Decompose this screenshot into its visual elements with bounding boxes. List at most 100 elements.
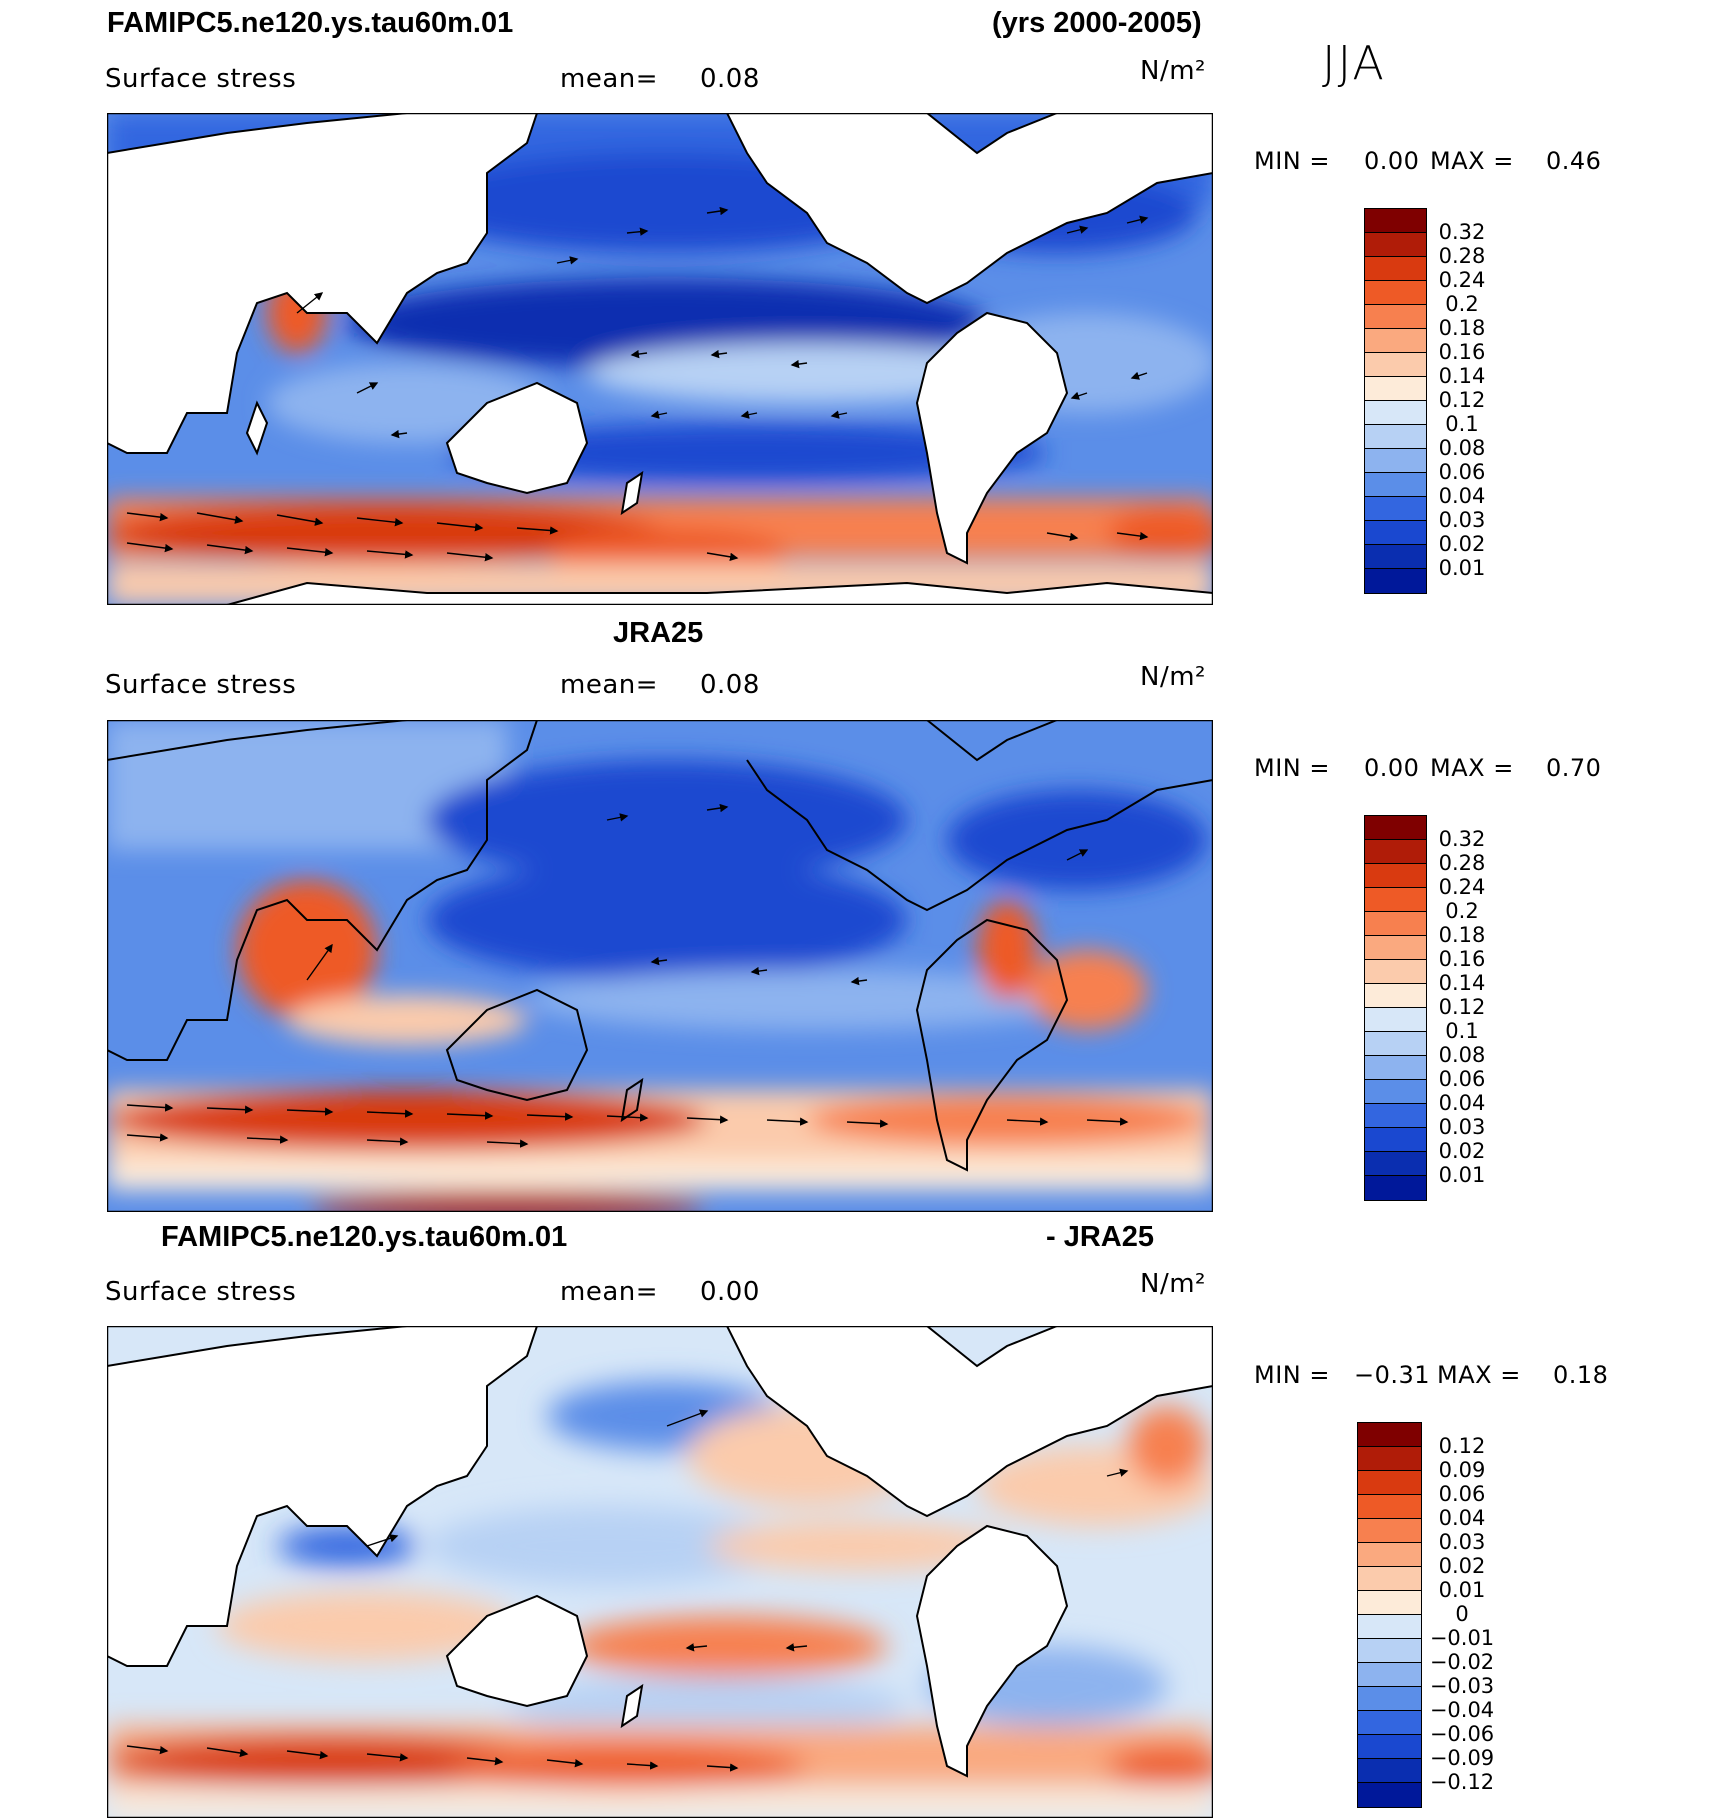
panel2-colorbar-swatch — [1365, 1056, 1426, 1080]
panel2-colorbar-swatch — [1365, 912, 1426, 936]
panel3-units: N/m² — [1140, 1269, 1206, 1299]
panel3-colorbar-tick-label: −0.04 — [1429, 1698, 1495, 1722]
season-label: JJA — [1322, 36, 1386, 90]
panel3-colorbar-swatch — [1358, 1687, 1421, 1711]
panel1-min-label: MIN = — [1254, 147, 1330, 175]
panel3-colorbar-tick-label: −0.06 — [1429, 1722, 1495, 1746]
panel3-colorbar-tick-label: −0.01 — [1429, 1626, 1495, 1650]
panel2-colorbar-swatch — [1365, 888, 1426, 912]
panel2-min-value: 0.00 — [1364, 754, 1420, 782]
panel1-colorbar-swatch — [1365, 305, 1426, 329]
panel2-colorbar-tick-label: 0.14 — [1438, 971, 1486, 995]
panel3-colorbar-swatch — [1358, 1567, 1421, 1591]
panel3-title-left: FAMIPC5.ne120.ys.tau60m.01 — [161, 1221, 568, 1253]
panel2-colorbar-swatch — [1365, 960, 1426, 984]
panel1-colorbar-swatch — [1365, 425, 1426, 449]
panel1-colorbar-tick-label: 0.06 — [1438, 460, 1486, 484]
panel1-colorbar-tick-label: 0.14 — [1438, 364, 1486, 388]
panel2-colorbar-tick-label: 0.24 — [1438, 875, 1486, 899]
panel1-colorbar-tick-label: 0.03 — [1438, 508, 1486, 532]
panel3-variable: Surface stress — [105, 1277, 297, 1307]
panel3-colorbar-swatch — [1358, 1543, 1421, 1567]
panel1-colorbar-tick-label: 0.12 — [1438, 388, 1486, 412]
panel1-colorbar-tick-label: 0.2 — [1445, 292, 1479, 316]
panel1-map-svg — [107, 113, 1213, 605]
panel3-colorbar-swatch — [1358, 1519, 1421, 1543]
panel1-colorbar-tick-label: 0.01 — [1438, 556, 1486, 580]
panel3-colorbar-swatch — [1358, 1615, 1421, 1639]
model-title: FAMIPC5.ne120.ys.tau60m.01 — [107, 7, 514, 39]
panel1-colorbar-tick-label: 0.16 — [1438, 340, 1486, 364]
panel1-colorbar-swatch — [1365, 281, 1426, 305]
panel3-max-label: MAX = — [1437, 1361, 1521, 1389]
panel2-units: N/m² — [1140, 662, 1206, 692]
panel2-colorbar-tick-label: 0.28 — [1438, 851, 1486, 875]
panel1-colorbar-swatch — [1365, 377, 1426, 401]
panel2-colorbar-tick-label: 0.08 — [1438, 1043, 1486, 1067]
panel2-colorbar-swatch — [1365, 1128, 1426, 1152]
panel2-colorbar-swatch — [1365, 1152, 1426, 1176]
panel1-colorbar-swatch — [1365, 449, 1426, 473]
panel3-colorbar-tick-label: 0.12 — [1438, 1434, 1486, 1458]
panel3-mean-label: mean= — [560, 1277, 659, 1307]
panel2-colorbar-swatch — [1365, 816, 1426, 840]
panel1-colorbar-swatch — [1365, 473, 1426, 497]
panel1-colorbar-swatch — [1365, 497, 1426, 521]
panel2-colorbar-tick-label: 0.18 — [1438, 923, 1486, 947]
panel2-colorbar-swatch — [1365, 1080, 1426, 1104]
panel2-colorbar-tick-label: 0.03 — [1438, 1115, 1486, 1139]
panel1-colorbar-tick-label: 0.04 — [1438, 484, 1486, 508]
panel3-mean-value: 0.00 — [700, 1277, 760, 1307]
panel3-colorbar-tick-label: 0.02 — [1438, 1554, 1486, 1578]
panel1-map — [107, 113, 1213, 605]
panel3-colorbar-swatch — [1358, 1423, 1421, 1447]
panel3-colorbar-swatch — [1358, 1495, 1421, 1519]
panel2-mean-label: mean= — [560, 670, 659, 700]
panel3-colorbar-tick-label: 0 — [1455, 1602, 1469, 1626]
panel1-min-value: 0.00 — [1364, 147, 1420, 175]
panel1-max-label: MAX = — [1430, 147, 1514, 175]
years-label: (yrs 2000-2005) — [992, 7, 1202, 39]
panel3-colorbar-swatch — [1358, 1759, 1421, 1783]
panel1-colorbar-tick-label: 0.24 — [1438, 268, 1486, 292]
panel1-colorbar-tick-label: 0.32 — [1438, 220, 1486, 244]
panel1-colorbar-tick-label: 0.28 — [1438, 244, 1486, 268]
panel1-colorbar-swatch — [1365, 545, 1426, 569]
panel1-colorbar-tick-label: 0.08 — [1438, 436, 1486, 460]
panel2-colorbar-tick-label: 0.12 — [1438, 995, 1486, 1019]
panel3-colorbar-swatch — [1358, 1447, 1421, 1471]
panel2-map-svg — [107, 720, 1213, 1212]
panel3-wind-vectors — [126, 1409, 1129, 1772]
panel3-colorbar-tick-label: 0.09 — [1438, 1458, 1486, 1482]
panel1-colorbar-swatch — [1365, 569, 1426, 593]
panel2-colorbar-tick-label: 0.06 — [1438, 1067, 1486, 1091]
panel1-colorbar-swatch — [1365, 353, 1426, 377]
panel3-colorbar-tick-label: 0.06 — [1438, 1482, 1486, 1506]
panel1-colorbar-tick-label: 0.02 — [1438, 532, 1486, 556]
panel3-map-svg — [107, 1326, 1213, 1818]
panel1-units: N/m² — [1140, 56, 1206, 86]
panel2-colorbar-tick-label: 0.1 — [1445, 1019, 1479, 1043]
panel1-max-value: 0.46 — [1546, 147, 1602, 175]
panel3-max-value: 0.18 — [1553, 1361, 1609, 1389]
panel1-wind-vectors — [126, 206, 1149, 562]
panel2-colorbar-swatch — [1365, 840, 1426, 864]
panel3-colorbar-swatch — [1358, 1735, 1421, 1759]
panel2-wind-vectors — [126, 803, 1129, 1148]
panel3-colorbar-swatch — [1358, 1591, 1421, 1615]
panel3-colorbar-swatch — [1358, 1639, 1421, 1663]
panel2-max-value: 0.70 — [1546, 754, 1602, 782]
panel1-colorbar-swatch — [1365, 209, 1426, 233]
panel3-colorbar-tick-label: −0.03 — [1429, 1674, 1495, 1698]
panel3-colorbar-swatch — [1358, 1783, 1421, 1807]
panel3-colorbar-tick-label: 0.04 — [1438, 1506, 1486, 1530]
panel3-min-value: −0.31 — [1354, 1361, 1431, 1389]
panel1-colorbar-swatch — [1365, 257, 1426, 281]
panel2-max-label: MAX = — [1430, 754, 1514, 782]
panel3-colorbar-swatch — [1358, 1471, 1421, 1495]
panel1-variable: Surface stress — [105, 64, 297, 94]
panel2-colorbar-swatch — [1365, 936, 1426, 960]
panel2-colorbar-swatch — [1365, 864, 1426, 888]
panel2-title: JRA25 — [613, 617, 704, 649]
panel1-colorbar-swatch — [1365, 329, 1426, 353]
